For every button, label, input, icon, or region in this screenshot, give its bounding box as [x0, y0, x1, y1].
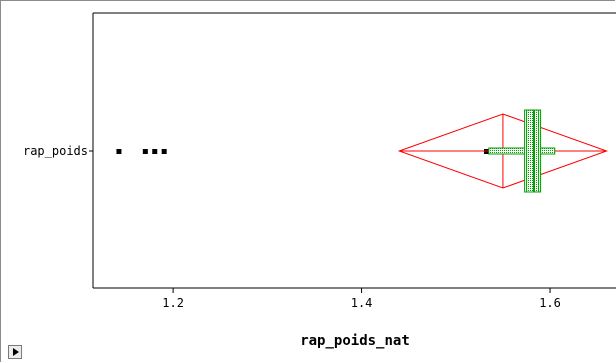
x-tick-label: 1.2: [162, 296, 184, 310]
expand-triangle-button[interactable]: [8, 345, 22, 359]
data-point: [142, 149, 148, 154]
x-tick-label: 1.4: [351, 296, 373, 310]
x-axis-title: rap_poids_nat: [300, 333, 410, 349]
box-iqr: [524, 109, 542, 193]
x-tick-label: 1.6: [539, 296, 561, 310]
data-point: [161, 149, 167, 154]
y-tick-label: rap_poids: [23, 144, 88, 158]
data-point: [152, 149, 158, 154]
box-whisker: [488, 147, 556, 155]
data-point: [116, 149, 122, 154]
